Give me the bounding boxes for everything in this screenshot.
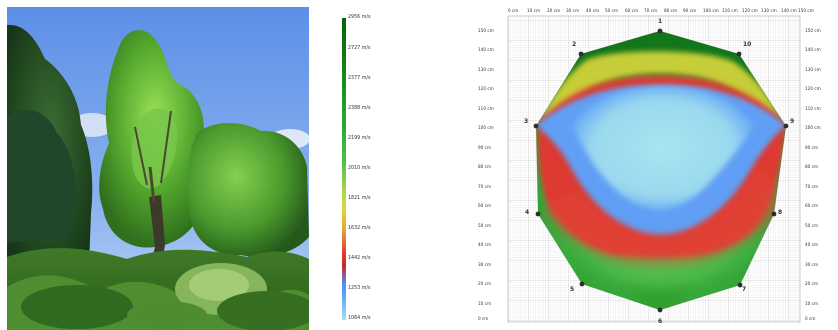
y-axis-right-label-140: 140 cm bbox=[805, 47, 821, 52]
tree-photo-illustration bbox=[7, 7, 309, 330]
x-axis-label-130: 130 cm bbox=[761, 8, 777, 13]
x-axis-label-70: 70 cm bbox=[644, 8, 658, 13]
legend-label-4: 2388 m/s bbox=[348, 106, 371, 111]
y-axis-right-label-0: 0 cm bbox=[805, 316, 816, 321]
y-axis-left-label-40: 40 cm bbox=[478, 242, 492, 247]
legend-label-6: 2010 m/s bbox=[348, 166, 371, 171]
sensor-label-1: 1 bbox=[658, 18, 663, 25]
y-axis-right-label-90: 90 cm bbox=[805, 145, 819, 150]
velocity-colorbar bbox=[342, 18, 346, 320]
legend-label-3: 2377 m/s bbox=[348, 76, 371, 81]
legend-label-9: 1442 m/s bbox=[348, 256, 371, 261]
legend-label-2: 2727 m/s bbox=[348, 46, 371, 51]
legend-label-11: 1064 m/s bbox=[348, 316, 371, 321]
y-axis-right-label-70: 70 cm bbox=[805, 184, 819, 189]
y-axis-right-label-80: 80 cm bbox=[805, 164, 819, 169]
tree-photo bbox=[7, 7, 309, 330]
y-axis-left-label-50: 50 cm bbox=[478, 223, 492, 228]
x-axis-label-60: 60 cm bbox=[625, 8, 639, 13]
x-axis-label-90: 90 cm bbox=[683, 8, 697, 13]
y-axis-right-label-40: 40 cm bbox=[805, 242, 819, 247]
y-axis-left-label-90: 90 cm bbox=[478, 145, 492, 150]
x-axis-label-20: 20 cm bbox=[547, 8, 561, 13]
y-axis-left-label-80: 80 cm bbox=[478, 164, 492, 169]
x-axis-label-120: 120 cm bbox=[742, 8, 758, 13]
x-axis-label-80: 80 cm bbox=[664, 8, 678, 13]
y-axis-left-label-60: 60 cm bbox=[478, 203, 492, 208]
y-axis-right-label-150: 150 cm bbox=[805, 28, 821, 33]
y-axis-left-label-120: 120 cm bbox=[478, 86, 494, 91]
y-axis-left-label-100: 100 cm bbox=[478, 125, 494, 130]
sensor-label-4: 4 bbox=[525, 209, 530, 216]
sensor-label-10: 10 bbox=[743, 41, 752, 48]
y-axis-right-label-50: 50 cm bbox=[805, 223, 819, 228]
sensor-label-5: 5 bbox=[570, 286, 575, 293]
x-axis-label-150: 150 cm bbox=[798, 8, 814, 13]
y-axis-right-label-60: 60 cm bbox=[805, 203, 819, 208]
x-axis-label-100: 100 cm bbox=[703, 8, 719, 13]
y-axis-left-label-140: 140 cm bbox=[478, 47, 494, 52]
y-axis-left-label-0: 0 cm bbox=[478, 316, 489, 321]
y-axis-left-label-20: 20 cm bbox=[478, 281, 492, 286]
legend-label-7: 1821 m/s bbox=[348, 196, 371, 201]
sensor-label-2: 2 bbox=[572, 41, 577, 48]
legend-label-8: 1632 m/s bbox=[348, 226, 371, 231]
y-axis-left-label-130: 130 cm bbox=[478, 67, 494, 72]
legend-label-5: 2199 m/s bbox=[348, 136, 371, 141]
x-axis-label-10: 10 cm bbox=[527, 8, 541, 13]
y-axis-left-label-110: 110 cm bbox=[478, 106, 494, 111]
sensor-label-6: 6 bbox=[658, 318, 663, 325]
y-axis-left-label-30: 30 cm bbox=[478, 262, 492, 267]
tomogram-figure bbox=[507, 15, 801, 323]
y-axis-left-label-10: 10 cm bbox=[478, 301, 492, 306]
y-axis-left-label-70: 70 cm bbox=[478, 184, 492, 189]
sensor-label-8: 8 bbox=[778, 209, 783, 216]
sensor-label-9: 9 bbox=[790, 118, 795, 125]
x-axis-label-50: 50 cm bbox=[605, 8, 619, 13]
y-axis-right-label-110: 110 cm bbox=[805, 106, 821, 111]
y-axis-right-label-10: 10 cm bbox=[805, 301, 819, 306]
y-axis-right-label-100: 100 cm bbox=[805, 125, 821, 130]
y-axis-right-label-130: 130 cm bbox=[805, 67, 821, 72]
sensor-points bbox=[533, 28, 789, 313]
y-axis-left-label-150: 150 cm bbox=[478, 28, 494, 33]
y-axis-right-label-120: 120 cm bbox=[805, 86, 821, 91]
x-axis-label-30: 30 cm bbox=[566, 8, 580, 13]
y-axis-right-label-20: 20 cm bbox=[805, 281, 819, 286]
legend-label-1: 2956 m/s bbox=[348, 15, 371, 20]
x-axis-label-110: 110 cm bbox=[722, 8, 738, 13]
legend-label-10: 1253 m/s bbox=[348, 286, 371, 291]
tomogram-panel: 0 cm 10 cm 20 cm 30 cm 40 cm 50 cm 60 cm… bbox=[468, 0, 838, 330]
x-axis-label-140: 140 cm bbox=[781, 8, 797, 13]
sensor-label-7: 7 bbox=[742, 286, 747, 293]
velocity-legend: 2956 m/s 2727 m/s 2377 m/s 2388 m/s 2199… bbox=[336, 10, 406, 324]
y-axis-right-label-30: 30 cm bbox=[805, 262, 819, 267]
x-axis-label-40: 40 cm bbox=[586, 8, 600, 13]
sensor-label-3: 3 bbox=[524, 118, 529, 125]
x-axis-label-0: 0 cm bbox=[508, 8, 519, 13]
